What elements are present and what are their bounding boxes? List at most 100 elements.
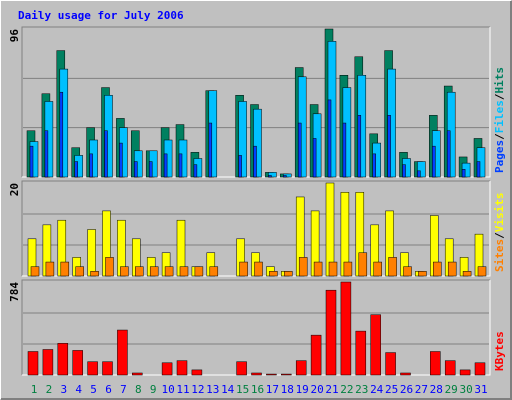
x-tick-label: 27 [415,383,428,396]
bar [284,271,293,277]
bar [120,266,129,277]
bar [117,329,128,376]
bar [239,261,248,277]
bar [373,261,382,277]
bar [370,314,381,376]
bar [266,373,277,376]
bar [446,130,451,178]
bar [57,343,69,376]
bar [191,369,203,376]
bar [176,360,188,376]
bar [430,351,441,376]
x-tick-label: 14 [221,383,235,396]
bar [238,101,247,178]
bar [474,362,486,376]
panel-edge-dark [21,26,490,177]
bar [343,261,353,277]
bar [372,153,376,178]
bar [340,281,352,376]
bar [387,115,391,178]
x-tick-label: 9 [150,383,157,396]
bar [400,372,411,376]
bar [254,261,263,277]
bar [251,372,262,376]
bar [238,155,242,178]
bar [310,334,322,376]
bar [433,261,442,277]
bar [269,271,278,277]
panel-edge-dark [21,279,490,375]
bar [89,153,93,178]
x-tick-label: 6 [105,383,112,396]
panel-edge-dark [21,180,490,276]
x-tick-label: 26 [400,383,413,396]
bar [328,261,338,277]
bar [193,164,198,178]
x-tick-label: 16 [251,383,264,396]
bar [312,138,317,178]
bar [208,122,213,178]
legend-separator: / [493,232,506,239]
legend-entry: Visits [493,193,506,233]
bar [59,91,64,178]
panel [22,280,490,375]
legend-entry: Sites [493,239,506,272]
bar [102,361,113,376]
bar [148,161,153,178]
x-tick-label: 30 [459,383,472,396]
x-tick-label: 15 [236,383,249,396]
x-tick-label: 12 [191,383,204,396]
x-tick-label: 21 [325,383,338,396]
legend-entry: Pages [493,140,506,173]
bar [281,373,292,376]
x-tick-label: 3 [60,383,67,396]
x-tick-label: 11 [176,383,189,396]
x-tick-label: 1 [31,383,38,396]
bar [149,266,159,277]
x-tick-label: 24 [370,383,384,396]
x-tick-label: 31 [474,383,487,396]
x-tick-label: 8 [135,383,142,396]
y-tick-label: 784 [8,282,21,302]
y-tick-label: 20 [8,183,21,196]
bar [268,172,277,178]
bar [90,271,99,277]
bar [313,261,323,277]
bar [283,175,287,178]
y-tick-label: 96 [8,29,21,43]
bar [72,350,83,376]
bar [358,252,368,277]
bar [357,115,362,178]
bar [459,369,471,376]
legend-entry: KBytes [493,331,506,371]
bar [444,360,456,376]
bar [462,271,472,277]
bar [447,261,457,277]
bar [179,266,189,277]
legend-separator: / [493,133,506,140]
legend: Sites/Visits [493,193,506,273]
bar [134,161,138,178]
legend: KBytes [493,331,506,371]
bar [194,266,204,277]
bar [297,122,302,178]
x-tick-label: 20 [310,383,323,396]
bar [75,266,84,277]
bar [135,266,144,277]
bar [432,145,436,178]
bar [104,130,108,178]
x-tick-label: 10 [161,383,174,396]
bar [74,161,78,178]
bar [268,175,272,178]
bar [87,361,98,376]
bar [119,142,123,178]
bar [60,261,70,277]
bar [418,271,427,277]
x-tick-label: 25 [385,383,398,396]
bar [27,351,39,376]
bar [325,289,337,376]
bar [417,161,426,178]
bar [385,352,396,376]
x-tick-label: 19 [296,383,309,396]
bar [295,360,307,376]
